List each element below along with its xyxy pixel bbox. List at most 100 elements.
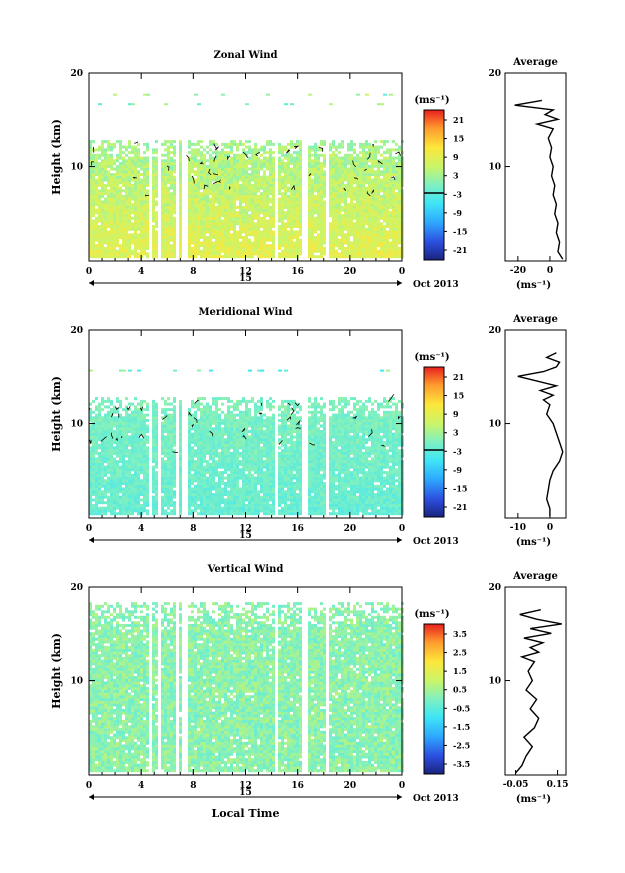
heatmap-cell [95, 479, 98, 483]
heatmap-cell [203, 148, 206, 152]
heatmap-cell [170, 460, 173, 464]
heatmap-cell [110, 194, 113, 198]
heatmap-cell [92, 156, 95, 160]
heatmap-cell [164, 451, 167, 455]
heatmap-cell [257, 238, 260, 242]
heatmap-cell [107, 435, 110, 439]
heatmap-cell [320, 255, 323, 259]
heatmap-cell [251, 244, 254, 248]
heatmap-cell [125, 512, 128, 516]
heatmap-cell [155, 419, 158, 422]
heatmap-cell [143, 435, 146, 439]
heatmap-cell [113, 178, 116, 182]
heatmap-cell [341, 181, 344, 185]
heatmap-cell [161, 446, 164, 450]
heatmap-cell [188, 443, 191, 447]
heatmap-cell [203, 194, 206, 198]
heatmap-cell [89, 252, 92, 256]
heatmap-cell [362, 175, 365, 179]
heatmap-cell [122, 501, 125, 505]
x-tick-label: 0 [399, 267, 405, 277]
heatmap-cell [377, 184, 380, 187]
heatmap-cell [92, 493, 95, 496]
heatmap-cell [260, 175, 263, 179]
heatmap-cell [128, 402, 131, 406]
heatmap-cell [110, 490, 113, 494]
heatmap-cell [197, 246, 200, 250]
heatmap-cell [128, 495, 131, 499]
heatmap-cell [173, 482, 176, 485]
heatmap-cell [392, 211, 395, 215]
heatmap-cell [116, 465, 119, 469]
heatmap-cell [341, 159, 344, 163]
heatmap-cell [314, 184, 317, 187]
heatmap-cell [194, 233, 197, 237]
heatmap-cell [122, 164, 125, 168]
heatmap-cell [122, 167, 125, 171]
heatmap-cell [101, 402, 104, 406]
heatmap-cell [122, 482, 125, 485]
heatmap-cell [347, 162, 350, 165]
heatmap-cell [398, 255, 401, 259]
heatmap-cell [254, 186, 257, 190]
heatmap-cell [104, 501, 107, 505]
heatmap-cell [197, 153, 200, 157]
heatmap-cell [194, 252, 197, 256]
heatmap-cell [227, 167, 230, 171]
heatmap-cell [233, 181, 236, 185]
heatmap-cell [167, 194, 170, 198]
heatmap-cell [308, 186, 311, 190]
heatmap-cell [290, 140, 293, 144]
heatmap-cell [179, 490, 182, 494]
heatmap-cell [308, 148, 311, 152]
heatmap-cell [122, 233, 125, 237]
heatmap-cell [194, 194, 197, 198]
heatmap-cell [365, 156, 368, 160]
heatmap-cell [116, 435, 119, 439]
heatmap-cell [332, 164, 335, 168]
heatmap-cell [146, 230, 149, 234]
heatmap-cell [110, 167, 113, 171]
heatmap-cell [260, 181, 263, 185]
heatmap-cell [173, 184, 176, 187]
heatmap-cell [284, 222, 287, 226]
heatmap-cell [287, 197, 290, 201]
heatmap-cell [152, 405, 155, 409]
heatmap-cell [161, 255, 164, 259]
heatmap-cell [167, 145, 170, 149]
heatmap-cell [155, 427, 158, 431]
heatmap-cell [329, 153, 332, 157]
heatmap-cell [98, 430, 101, 433]
heatmap-cell [101, 249, 104, 253]
heatmap-cell [179, 484, 182, 488]
heatmap-cell [395, 162, 398, 165]
heatmap-cell [224, 178, 227, 182]
heatmap-cell [179, 252, 182, 256]
heatmap-cell [206, 219, 209, 223]
heatmap-cell [350, 255, 353, 259]
heatmap-cell [209, 148, 212, 152]
heatmap-cell [359, 203, 362, 207]
heatmap-cell [269, 148, 272, 152]
heatmap-cell [344, 227, 347, 231]
heatmap-cell [143, 432, 146, 436]
heatmap-cell [365, 203, 368, 207]
heatmap-cell [398, 173, 401, 176]
heatmap-cell [188, 424, 191, 428]
heatmap-cell [272, 252, 275, 256]
heatmap-cell [155, 482, 158, 485]
heatmap-cell [362, 230, 365, 234]
heatmap-cell [119, 479, 122, 483]
heatmap-cell [104, 197, 107, 201]
heatmap-cell [203, 230, 206, 234]
heatmap-cell [137, 410, 140, 414]
heatmap-cell [119, 435, 122, 439]
heatmap-cell [101, 216, 104, 220]
heatmap-cell [143, 184, 146, 187]
heatmap-cell [389, 230, 392, 234]
heatmap-cell [395, 222, 398, 226]
heatmap-cell [233, 153, 236, 157]
heatmap-cell [173, 471, 176, 475]
heatmap-cell [383, 93, 387, 96]
heatmap-cell [128, 103, 132, 106]
